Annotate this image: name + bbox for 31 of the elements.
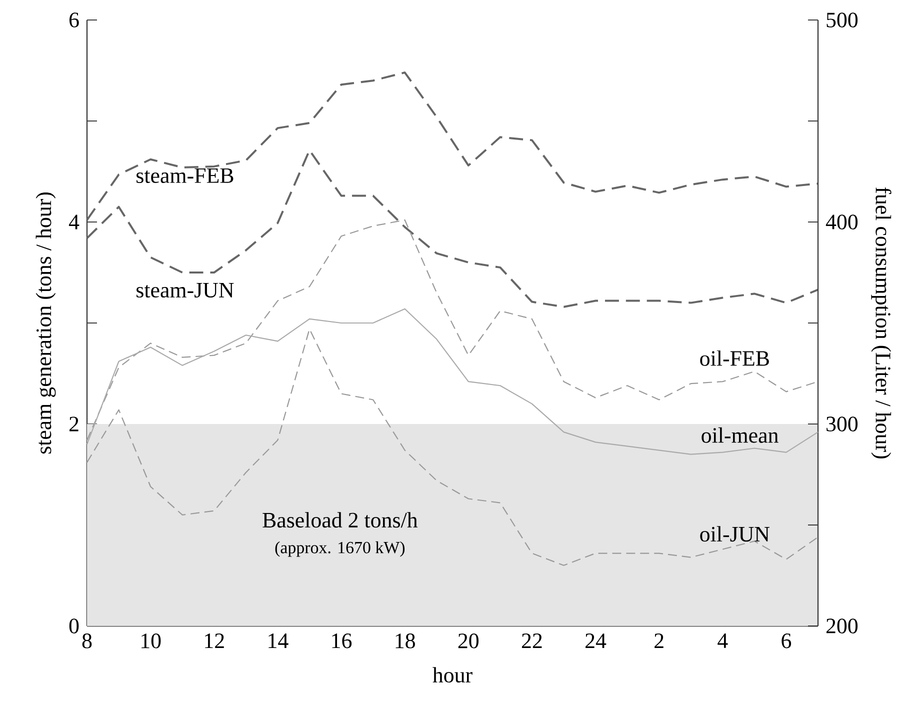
- annotation: (approx. 1670 kW): [275, 541, 405, 557]
- y2-tick-label: 200: [826, 618, 858, 634]
- x-tick-label: 14: [268, 634, 288, 648]
- x-tick-label: 20: [458, 634, 479, 648]
- series-label: steam-JUN: [136, 282, 234, 298]
- x-tick-label: 24: [586, 634, 606, 648]
- x-axis-title: hour: [432, 667, 472, 683]
- y-tick-label: 4: [68, 214, 80, 230]
- x-tick-label: 10: [142, 634, 161, 648]
- x-tick-label: 2: [654, 634, 664, 648]
- y2-tick-label: 300: [826, 416, 858, 432]
- x-tick-label: 18: [396, 634, 415, 648]
- y-tick-label: 6: [69, 12, 79, 28]
- series-label: steam-FEB: [136, 168, 234, 184]
- y2-axis-title: fuel consumption (Liter / hour): [871, 187, 892, 458]
- y-axis-title: steam generation (tons / hour): [36, 192, 56, 454]
- x-tick-label: 6: [782, 634, 792, 648]
- series-label: oil-mean: [702, 427, 778, 443]
- x-tick-label: 8: [82, 634, 92, 648]
- y-tick-label: 0: [69, 618, 79, 634]
- series-label: oil-FEB: [700, 350, 769, 366]
- x-tick-label: 12: [205, 634, 224, 648]
- y-tick-label: 2: [70, 416, 78, 432]
- series-label: oil-JUN: [700, 526, 770, 542]
- band-label: Baseload 2 tons/h: [262, 512, 418, 528]
- x-tick-label: 22: [522, 634, 542, 648]
- line-series: [86, 72, 820, 221]
- x-tick-label: 4: [718, 634, 728, 648]
- y2-tick-label: 500: [826, 12, 858, 28]
- y2-tick-label: 400: [826, 214, 858, 230]
- x-tick-label: 16: [332, 634, 352, 648]
